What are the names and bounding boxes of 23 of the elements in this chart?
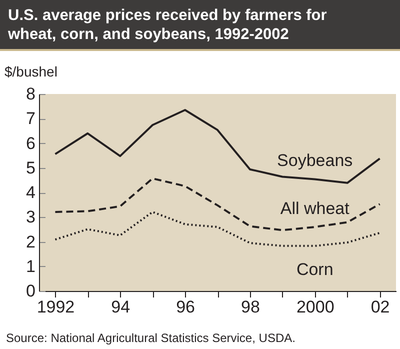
chart-title: U.S. average prices received by farmers for wheat, corn, and soybeans, 1992-2002 [0,0,400,51]
x-tick-label: 02 [370,298,390,316]
line-series [54,109,381,184]
x-tick-label: 1992 [36,298,75,316]
x-tick-label: 94 [111,298,130,316]
y-tick-label: 4 [26,183,36,202]
y-tick-label: 1 [26,256,36,276]
series-label: Soybeans [277,151,353,170]
y-tick-label: 0 [26,282,36,300]
y-tick-label: 2 [26,232,36,252]
x-tick-label: 2000 [296,298,334,316]
series-label: All wheat [280,198,350,218]
y-tick-label: 7 [26,109,36,128]
line-series [54,177,381,232]
y-tick-label: 6 [26,134,36,153]
series-label: Corn [296,260,334,279]
y-axis-title: $/bushel [4,64,58,80]
y-tick-label: 8 [26,84,36,104]
source-note: Source: National Agricultural Statistics Service, USDA. [5,331,296,345]
y-tick-label: 5 [26,158,36,178]
x-tick-label: 98 [240,298,260,316]
x-tick-label: 96 [176,298,196,316]
y-tick-label: 3 [26,208,36,227]
